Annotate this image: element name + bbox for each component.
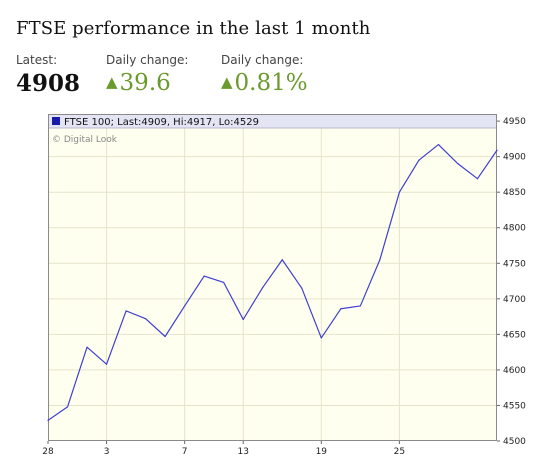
data-point [47,419,49,421]
data-point [184,305,186,307]
data-point [281,259,283,261]
y-tick-label: 4900 [503,153,526,163]
data-point [86,346,88,348]
latest-label: Latest: [16,53,58,67]
data-point [340,308,342,310]
data-point [164,335,166,338]
daily-change-points-value: 39.6 [119,70,171,96]
y-tick-label: 4700 [503,295,526,305]
y-tick-label: 4850 [503,188,526,198]
y-tick-label: 4650 [503,330,526,340]
y-tick-label: 4600 [503,366,526,376]
data-point [437,143,440,146]
data-point [320,337,322,339]
up-arrow-icon: ▲ [221,73,233,91]
y-tick-label: 4750 [503,259,526,269]
x-tick-label: 19 [316,447,328,457]
latest-value: 4908 [16,70,81,97]
legend-text: FTSE 100; Last:4909, Hi:4917, Lo:4529 [64,117,259,128]
plot-frame [48,114,497,441]
data-point [359,305,361,307]
data-point [457,163,459,165]
plot-area [48,114,497,441]
x-tick-label: 28 [42,447,54,457]
x-tick-label: 7 [182,447,188,457]
x-tick-label: 3 [104,447,110,457]
daily-change-points-label: Daily change: [106,53,189,67]
data-point [145,318,147,320]
daily-change-points: ▲39.6 [106,70,188,96]
x-tick-label: 13 [237,447,248,457]
y-tick-label: 4550 [503,401,526,411]
data-point [418,159,420,161]
data-point [105,363,108,365]
data-point [496,149,498,151]
data-point [379,259,381,261]
data-point [262,286,264,289]
y-tick-label: 4800 [503,224,526,234]
up-arrow-icon: ▲ [106,73,118,91]
data-point [203,275,205,277]
daily-change-percent-value: 0.81% [234,70,308,96]
data-point [398,191,400,193]
data-point [125,310,127,312]
series-line [47,143,498,421]
page-title: FTSE performance in the last 1 month [16,18,371,39]
data-point [66,406,69,408]
daily-change-percent: ▲0.81% [221,70,308,96]
data-point [223,281,225,284]
y-tick-label: 4950 [503,117,526,127]
latest-stat: Latest: 4908 [16,53,80,97]
legend-swatch [52,117,60,125]
data-point [301,287,303,289]
daily-change-percent-stat: Daily change: ▲0.81% [221,53,308,96]
data-point [242,318,244,321]
daily-change-percent-label: Daily change: [221,53,304,67]
watermark-text: © Digital Look [52,135,118,145]
data-point [476,178,479,180]
x-tick-label: 25 [394,447,405,457]
legend-bar [48,114,497,128]
daily-change-points-stat: Daily change: ▲39.6 [106,53,188,96]
y-tick-label: 4500 [503,437,526,447]
